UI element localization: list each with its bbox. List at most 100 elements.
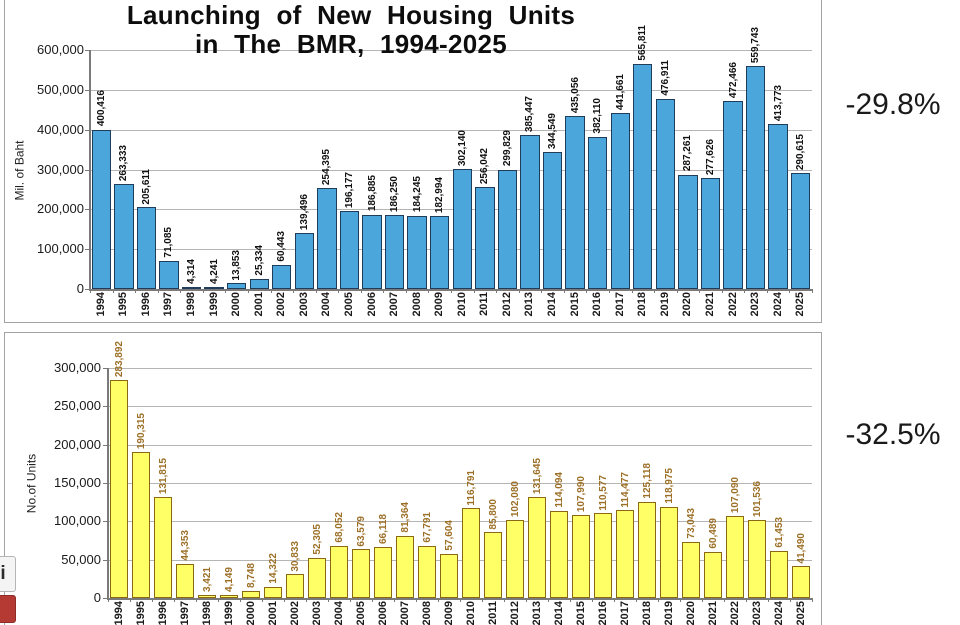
x-axis-tick: [270, 289, 272, 293]
bar-2001: [249, 278, 269, 289]
bar-value-label: 61,453: [773, 517, 785, 548]
bar-value-label: 400,416: [95, 90, 107, 127]
x-axis-tick: [372, 598, 373, 602]
bar-2023: [745, 66, 766, 289]
y-axis-tick: [85, 129, 89, 131]
bar-value-label: 68,052: [333, 512, 345, 543]
bar-value-label: 114,094: [553, 471, 565, 508]
x-axis-tick: [496, 289, 498, 293]
x-axis-tick: [746, 598, 747, 602]
bar-value-label: 14,322: [267, 553, 279, 585]
x-axis-tick: [112, 289, 114, 293]
bar-value-label: 302,140: [456, 129, 468, 166]
bar-1998: [181, 287, 202, 289]
bottom-y-axis-title: No.of Units: [24, 453, 39, 514]
bar-value-label: 66,118: [377, 514, 389, 545]
bar-value-label: 441,661: [614, 73, 626, 111]
x-axis-tick: [592, 598, 593, 602]
bar-1996: [136, 207, 157, 289]
x-tick-label: 2004: [320, 292, 333, 317]
x-tick-label: 2006: [376, 601, 389, 625]
x-axis-tick: [702, 598, 703, 602]
y-tick-label: 200,000: [54, 436, 101, 452]
x-tick-label: 2019: [658, 292, 671, 317]
bar-2010: [461, 508, 481, 598]
x-tick-label: 2005: [354, 601, 367, 625]
x-tick-label: 2015: [568, 292, 581, 317]
bar-value-label: 344,549: [547, 112, 559, 149]
y-axis-tick: [85, 50, 89, 51]
x-axis-line: [107, 598, 813, 600]
chart-title: Launching of New Housing Units in The BM…: [31, 1, 671, 59]
x-tick-label: 2014: [552, 601, 565, 625]
x-axis-tick: [394, 598, 395, 602]
bar-2005: [339, 210, 360, 289]
bar-value-label: 196,177: [343, 171, 355, 208]
gridline: [108, 559, 812, 561]
gridline: [90, 209, 812, 211]
x-tick-label: 2002: [275, 292, 288, 317]
x-axis-tick: [438, 598, 439, 602]
x-axis-tick: [812, 598, 813, 602]
x-tick-label: 2013: [530, 601, 543, 625]
bar-1999: [219, 594, 239, 598]
x-axis-tick: [306, 598, 307, 602]
x-axis-tick: [614, 598, 615, 602]
bar-2014: [549, 510, 569, 598]
bar-value-label: 131,815: [157, 457, 169, 494]
x-tick-label: 2025: [794, 292, 807, 317]
y-axis-line: [107, 368, 109, 598]
x-tick-label: 2009: [442, 601, 455, 625]
bar-value-label: 81,364: [399, 502, 411, 533]
x-tick-label: 1998: [185, 292, 198, 317]
bar-2000: [241, 591, 261, 598]
bar-value-label: 4,314: [186, 258, 198, 284]
bar-2025: [791, 566, 811, 598]
x-tick-label: 2002: [288, 601, 301, 625]
x-axis-tick: [416, 598, 417, 602]
y-axis-tick: [103, 368, 107, 369]
x-axis-tick: [350, 598, 351, 602]
bar-value-label: 3,421: [201, 567, 213, 593]
bar-2007: [395, 535, 415, 598]
bar-2004: [329, 545, 349, 598]
x-axis-tick: [240, 598, 241, 602]
x-tick-label: 2012: [500, 292, 513, 317]
x-axis-tick: [157, 289, 159, 293]
bar-value-label: 283,892: [113, 341, 125, 378]
y-tick-label: 200,000: [37, 201, 84, 217]
x-tick-label: 2019: [662, 601, 675, 625]
gridline: [108, 368, 812, 369]
y-tick-label: 500,000: [37, 81, 84, 97]
bar-2023: [747, 520, 767, 598]
bar-value-label: 290,615: [795, 134, 807, 171]
x-axis-line: [89, 289, 813, 291]
gridline: [90, 89, 812, 91]
chart-title-line1: Launching of New Housing Units: [126, 0, 576, 30]
y-axis-tick: [103, 559, 107, 561]
y-tick-label: 0: [93, 590, 101, 605]
bar-2022: [725, 515, 745, 598]
bar-2004: [317, 187, 337, 289]
bar-1994: [109, 380, 129, 598]
bar-value-label: 41,490: [795, 532, 807, 564]
bar-1995: [114, 184, 134, 289]
x-axis-tick: [174, 598, 175, 602]
x-axis-tick: [744, 289, 746, 293]
clipped-logo-glyph: i: [0, 556, 16, 592]
x-axis-tick: [315, 289, 317, 293]
clipped-logo-red-block: [0, 595, 16, 623]
bar-2025: [791, 173, 811, 289]
x-tick-label: 2022: [728, 601, 741, 625]
bar-value-label: 254,395: [321, 148, 333, 185]
bar-1995: [131, 452, 151, 598]
x-axis-tick: [586, 289, 588, 293]
bar-1994: [91, 129, 111, 289]
bar-value-label: 382,110: [592, 98, 604, 134]
bar-value-label: 73,043: [685, 508, 697, 540]
x-tick-label: 2023: [749, 292, 762, 317]
y-axis-tick: [103, 444, 107, 446]
bar-value-label: 476,911: [659, 60, 671, 97]
x-axis-tick: [405, 289, 407, 293]
x-tick-label: 2008: [420, 601, 433, 625]
